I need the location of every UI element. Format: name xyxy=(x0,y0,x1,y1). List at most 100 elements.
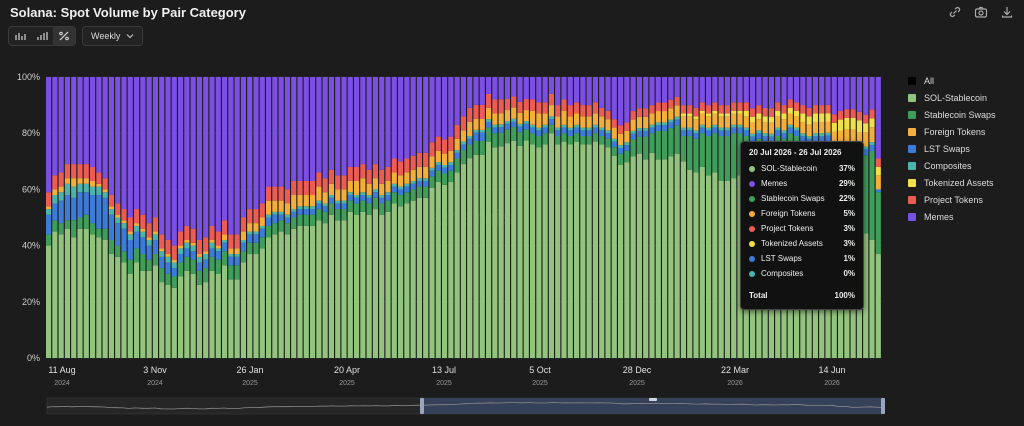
bar-segment xyxy=(284,189,291,204)
y-axis: 0% 20% 40% 60% 80% 100% xyxy=(17,72,40,363)
bar-segment xyxy=(643,77,649,109)
bar-segment xyxy=(71,186,77,198)
x-tick-year: 2025 xyxy=(629,380,645,387)
bar-segment xyxy=(530,127,536,134)
bar-segment xyxy=(486,93,492,108)
bar-segment xyxy=(762,77,768,108)
bar-segment xyxy=(863,123,869,133)
bar-segment xyxy=(52,220,58,232)
bar-chart-icon[interactable] xyxy=(9,27,31,45)
bar-segment xyxy=(178,245,184,249)
bar-segment xyxy=(291,217,297,229)
bar-segment xyxy=(379,203,385,215)
bar-segment xyxy=(699,124,705,128)
navigator-selection xyxy=(422,398,883,414)
bar-segment xyxy=(178,231,184,246)
bar-segment xyxy=(341,77,347,176)
bar-segment xyxy=(310,180,316,196)
bar-segment xyxy=(838,111,844,120)
bar-segment xyxy=(171,287,177,358)
bar-segment xyxy=(718,127,724,131)
bar-segment xyxy=(498,113,504,125)
bar-segment xyxy=(699,77,705,103)
bar-segment xyxy=(152,217,159,232)
bar-segment xyxy=(586,116,592,128)
bar-segment xyxy=(171,245,177,260)
bar-segment xyxy=(498,146,504,358)
bar-segment xyxy=(693,77,699,108)
bar-segment xyxy=(240,262,247,358)
bar-segment xyxy=(322,211,328,224)
bar-segment xyxy=(190,77,196,229)
bar-segment xyxy=(542,144,548,358)
bar-segment xyxy=(209,270,215,358)
bar-segment xyxy=(800,113,806,122)
bar-segment xyxy=(467,144,473,159)
bar-segment xyxy=(718,130,724,137)
stacked-bars-icon[interactable] xyxy=(31,27,53,45)
bar-segment xyxy=(46,234,52,246)
chart-toolbar: Weekly xyxy=(8,26,144,46)
bar-segment xyxy=(649,113,655,125)
bar-segment xyxy=(743,127,749,131)
bar-segment xyxy=(398,186,404,190)
bar-segment xyxy=(228,77,234,235)
bar-segment xyxy=(90,186,96,196)
bar-segment xyxy=(423,197,429,358)
bar-segment xyxy=(335,175,341,190)
bar-segment xyxy=(203,268,209,283)
watermark-logo: artemis xyxy=(430,205,516,230)
bar-segment xyxy=(360,178,366,193)
legend-item[interactable]: Project Tokens xyxy=(908,191,996,208)
legend-item[interactable]: Tokenized Assets xyxy=(908,174,996,191)
bar-segment xyxy=(190,242,196,246)
bar-segment xyxy=(423,152,429,167)
bar-segment xyxy=(228,248,234,255)
bar-segment xyxy=(794,102,800,111)
bar-segment xyxy=(875,192,881,255)
download-icon[interactable] xyxy=(1000,5,1014,19)
bar-segment xyxy=(674,153,680,358)
bar-segment xyxy=(165,239,171,255)
bar-segment xyxy=(354,195,360,198)
tooltip-series-name: Composites xyxy=(761,269,804,278)
percent-icon[interactable] xyxy=(53,27,75,45)
legend-item[interactable]: Stablecoin Swaps xyxy=(908,106,996,123)
legend-item[interactable]: Composites xyxy=(908,157,996,174)
legend-item[interactable]: LST Swaps xyxy=(908,140,996,157)
bar-segment xyxy=(523,99,529,111)
bar-segment xyxy=(52,231,58,358)
legend-item[interactable]: SOL-Stablecoin xyxy=(908,89,996,106)
legend-item[interactable]: All xyxy=(908,72,996,89)
bar-segment xyxy=(731,77,737,103)
camera-icon[interactable] xyxy=(974,5,988,19)
bar-segment xyxy=(303,209,309,215)
bar-segment xyxy=(548,124,555,134)
legend-item[interactable]: Foreign Tokens xyxy=(908,123,996,140)
bar-segment xyxy=(435,150,441,163)
bar-segment xyxy=(234,265,240,280)
bar-segment xyxy=(580,144,586,358)
bar-segment xyxy=(605,138,611,148)
bar-segment xyxy=(699,127,705,134)
bar-segment xyxy=(77,77,83,165)
tooltip-series-value: 0% xyxy=(843,269,855,278)
bar-segment xyxy=(190,245,196,252)
bar-segment xyxy=(706,130,712,137)
bar-segment xyxy=(618,145,624,148)
bar-segment xyxy=(209,239,215,243)
bar-segment xyxy=(284,214,291,218)
link-icon[interactable] xyxy=(948,5,962,19)
bar-segment xyxy=(523,123,529,130)
bar-segment xyxy=(655,111,661,123)
interval-dropdown[interactable]: Weekly xyxy=(82,26,144,46)
bar-segment xyxy=(240,251,247,263)
bar-segment xyxy=(567,105,573,117)
bar-segment xyxy=(473,77,479,105)
bar-segment xyxy=(372,77,379,165)
bar-segment xyxy=(706,105,712,114)
bar-segment xyxy=(530,110,536,125)
bar-segment xyxy=(662,102,668,112)
legend-item[interactable]: Memes xyxy=(908,208,996,225)
bar-segment xyxy=(58,200,64,224)
